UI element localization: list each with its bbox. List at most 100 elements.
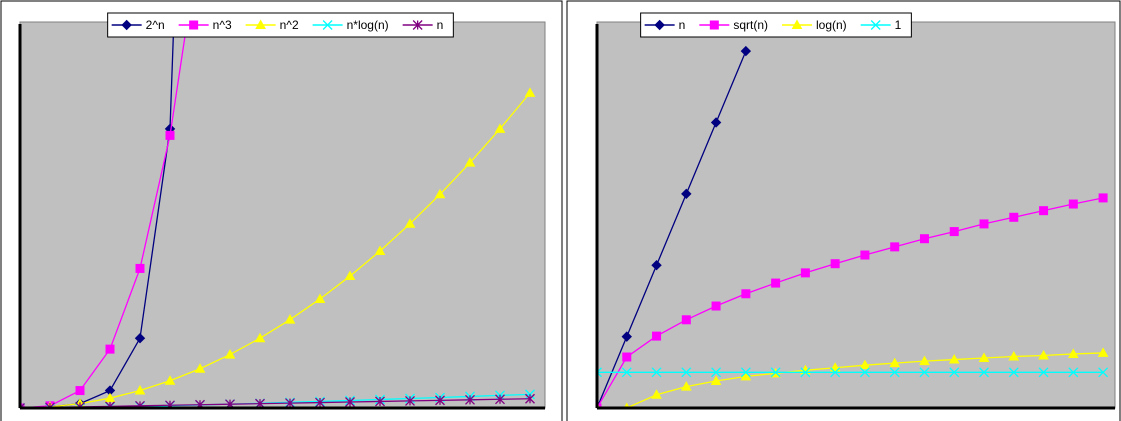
- marker: [315, 397, 325, 408]
- marker: [890, 242, 900, 252]
- legend-label: log(n): [816, 18, 847, 32]
- marker: [374, 245, 386, 255]
- marker: [800, 367, 811, 378]
- marker: [870, 20, 881, 30]
- marker: [740, 367, 751, 378]
- marker: [135, 400, 145, 408]
- marker: [979, 219, 989, 229]
- marker: [121, 19, 132, 31]
- legend-label: sqrt(n): [733, 18, 768, 32]
- legend-item: n^3: [178, 18, 232, 32]
- marker: [681, 188, 692, 200]
- legend-item: n^2: [245, 18, 299, 32]
- marker: [1098, 193, 1108, 203]
- marker: [20, 403, 25, 408]
- marker: [105, 401, 115, 408]
- marker: [165, 400, 175, 408]
- legend: 2^n n^3 n^2 n*log(n) n: [107, 12, 454, 38]
- marker: [255, 19, 266, 29]
- marker: [948, 354, 960, 364]
- marker: [830, 259, 840, 269]
- marker: [405, 395, 415, 406]
- marker: [314, 293, 326, 303]
- marker: [651, 389, 662, 399]
- marker: [1067, 348, 1079, 358]
- legend-frame: [107, 12, 454, 38]
- legend-label: n^3: [213, 18, 232, 32]
- marker: [681, 367, 692, 378]
- marker: [194, 363, 206, 373]
- marker: [189, 20, 199, 30]
- legend-item: 2^n: [111, 18, 165, 32]
- marker: [771, 278, 781, 288]
- marker: [412, 20, 423, 30]
- legend-item: sqrt(n): [699, 18, 768, 32]
- marker: [1097, 347, 1109, 357]
- marker: [1068, 199, 1078, 209]
- legend-label: n*log(n): [347, 18, 389, 32]
- marker: [949, 227, 959, 237]
- marker: [597, 367, 602, 378]
- marker: [681, 315, 691, 325]
- marker: [919, 234, 929, 244]
- marker: [859, 359, 871, 370]
- legend-item: n*log(n): [312, 18, 389, 32]
- marker: [651, 260, 662, 271]
- marker: [654, 19, 665, 31]
- marker: [621, 367, 632, 378]
- plot: [597, 45, 1109, 408]
- legend-item: 1: [860, 18, 902, 32]
- marker: [860, 250, 870, 260]
- marker: [284, 314, 296, 324]
- marker: [791, 19, 803, 29]
- series-line: [597, 197, 1104, 408]
- marker: [104, 392, 116, 403]
- legend-item: n: [402, 18, 443, 32]
- legend-item: log(n): [781, 18, 847, 32]
- marker: [1068, 367, 1079, 378]
- marker: [224, 349, 236, 359]
- marker: [524, 87, 536, 97]
- marker: [464, 157, 476, 167]
- marker: [710, 375, 722, 385]
- marker: [711, 367, 722, 378]
- marker: [889, 367, 900, 378]
- marker: [494, 123, 506, 133]
- marker: [1038, 367, 1049, 378]
- marker: [135, 263, 145, 273]
- plot: [20, 22, 536, 408]
- marker: [740, 45, 752, 57]
- marker: [711, 301, 721, 311]
- marker: [859, 367, 870, 378]
- marker: [1098, 367, 1109, 378]
- marker: [651, 367, 662, 378]
- marker: [621, 331, 632, 342]
- marker: [285, 398, 295, 408]
- plot-area: [19, 21, 546, 409]
- marker: [1038, 349, 1049, 360]
- legend-label: n^2: [280, 18, 299, 32]
- marker: [919, 367, 930, 378]
- marker: [979, 367, 989, 378]
- marker: [740, 370, 752, 381]
- marker: [375, 396, 385, 407]
- marker: [465, 394, 475, 405]
- marker: [800, 268, 810, 278]
- marker: [770, 367, 781, 378]
- marker: [1008, 367, 1019, 378]
- marker: [652, 331, 662, 341]
- marker: [830, 367, 841, 378]
- marker: [134, 333, 146, 344]
- series-line: [597, 352, 1104, 408]
- marker: [680, 381, 692, 391]
- legend-item: n: [644, 18, 685, 32]
- plot-area: [596, 21, 1116, 409]
- marker: [710, 117, 722, 128]
- marker: [344, 270, 356, 281]
- legend-label: 1: [895, 18, 902, 32]
- legend: n sqrt(n) log(n) 1: [640, 12, 912, 38]
- marker: [978, 352, 990, 363]
- marker: [434, 188, 446, 199]
- marker: [495, 394, 505, 405]
